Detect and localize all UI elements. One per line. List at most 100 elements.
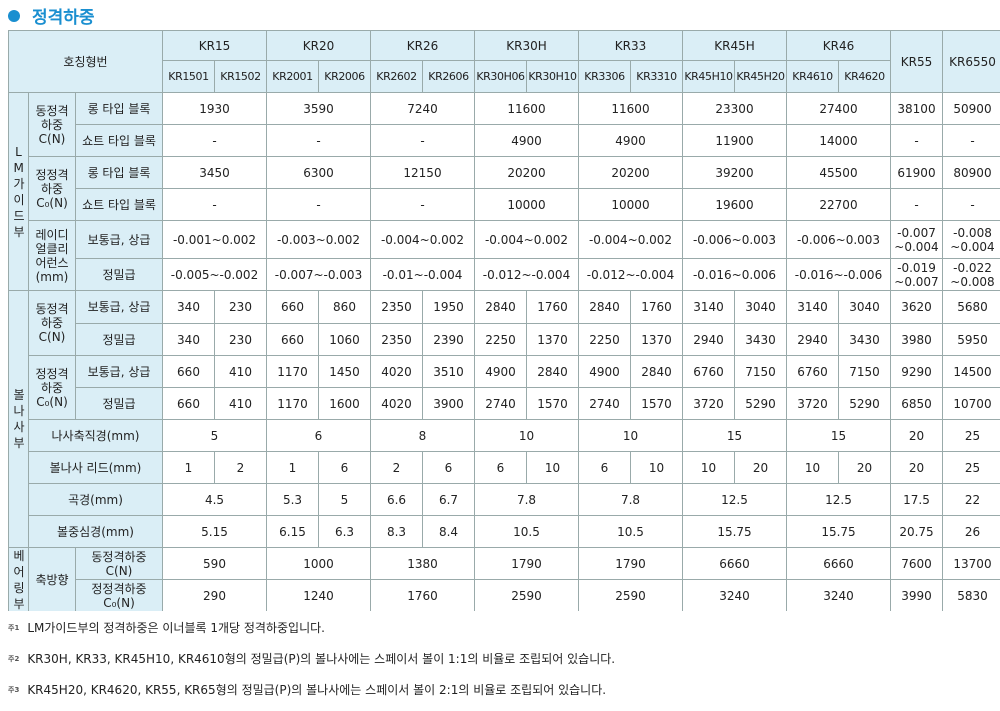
row-label-text: 나사축직경(mm) — [51, 428, 140, 443]
footnote-text: KR30H, KR33, KR45H10, KR4610형의 정밀급(P)의 볼… — [27, 652, 616, 666]
value-cell: 8.4 — [423, 516, 475, 548]
value-cell-text: 1 — [184, 460, 193, 475]
value-cell-text: 15.75 — [821, 524, 856, 539]
group-label: 축방향 — [29, 548, 76, 611]
value-cell: 2 — [215, 452, 267, 484]
value-cell-text: -0.004~0.002 — [380, 232, 465, 247]
value-cell-text: 3720 — [693, 396, 724, 411]
value-cell: 6.15 — [267, 516, 319, 548]
value-cell: 3620 — [891, 291, 943, 324]
value-cell-text: 4900 — [485, 364, 516, 379]
group-label-text: (mm) — [35, 269, 69, 284]
value-cell-text: 20 — [856, 460, 873, 475]
value-cell-text: 660 — [281, 332, 304, 347]
value-cell-text: 3240 — [823, 588, 854, 603]
value-cell-text: - — [914, 133, 919, 148]
value-cell-text: - — [420, 133, 425, 148]
value-cell-text: 3990 — [901, 588, 932, 603]
value-cell: 1060 — [319, 324, 371, 356]
value-cell-text: 26 — [964, 524, 981, 539]
value-cell-text: 2250 — [485, 332, 516, 347]
row-label-text: 볼나사 리드(mm) — [49, 460, 142, 475]
value-cell-text: -0.019 — [897, 260, 936, 275]
value-cell: 660 — [163, 356, 215, 388]
value-cell-text: -0.007 — [897, 225, 936, 240]
value-cell: 660 — [163, 388, 215, 420]
value-cell-text: 8 — [418, 428, 427, 443]
value-cell: 10 — [527, 452, 579, 484]
value-cell-text: 860 — [333, 300, 356, 314]
value-cell: 20200 — [475, 157, 579, 189]
value-cell-text: 3040 — [849, 300, 880, 314]
value-cell: 39200 — [683, 157, 787, 189]
value-cell-text: 22 — [964, 492, 981, 507]
value-cell: -0.001~0.002 — [163, 221, 267, 259]
value-cell: 20 — [891, 420, 943, 452]
value-cell: - — [371, 125, 475, 157]
value-cell: 1 — [163, 452, 215, 484]
value-cell-text: 230 — [229, 300, 252, 314]
value-cell-text: 660 — [177, 396, 200, 411]
value-cell-text: 5 — [340, 492, 349, 507]
value-cell-text: 290 — [203, 588, 226, 603]
value-cell: 1950 — [423, 291, 475, 324]
value-cell: 6.7 — [423, 484, 475, 516]
value-cell: 660 — [267, 291, 319, 324]
value-cell-text: 3140 — [797, 300, 828, 314]
value-cell-text: 8.3 — [386, 524, 407, 539]
value-cell-text: 14500 — [953, 364, 992, 379]
value-cell-text: 5 — [210, 428, 219, 443]
value-cell-text: 10.5 — [617, 524, 644, 539]
model-header: KR26 — [371, 31, 475, 61]
submodel-header-text: KR30H06 — [476, 69, 525, 83]
submodel-header-text: KR30H10 — [528, 69, 577, 83]
value-cell: 19600 — [683, 189, 787, 221]
value-cell: 2840 — [527, 356, 579, 388]
value-cell: 860 — [319, 291, 371, 324]
value-cell-text: -0.012~-0.004 — [482, 267, 571, 282]
value-cell: 6760 — [683, 356, 735, 388]
value-cell: 230 — [215, 291, 267, 324]
value-cell-text: 9290 — [901, 364, 932, 379]
value-cell-text: - — [970, 133, 975, 148]
value-cell: 2350 — [371, 324, 423, 356]
value-cell-text: 2840 — [589, 300, 620, 314]
value-cell: 3240 — [787, 580, 891, 611]
value-cell: 1170 — [267, 356, 319, 388]
value-cell: 6850 — [891, 388, 943, 420]
value-cell: 20.75 — [891, 516, 943, 548]
value-cell: 10000 — [579, 189, 683, 221]
value-cell-text: 1790 — [615, 556, 646, 571]
value-cell-text: 4.5 — [204, 492, 225, 507]
value-cell-text: 340 — [177, 332, 200, 347]
value-cell-text: 3510 — [433, 364, 464, 379]
value-cell: 3430 — [839, 324, 891, 356]
footnote: 주1 LM가이드부의 정격하중은 이너블록 1개당 정격하중입니다. — [8, 619, 325, 636]
value-cell: 3510 — [423, 356, 475, 388]
value-cell: 6 — [423, 452, 475, 484]
submodel-header: KR2606 — [423, 61, 475, 93]
footnote-mark: 주1 — [8, 623, 20, 632]
submodel-header-text: KR1502 — [220, 69, 261, 83]
submodel-header: KR2006 — [319, 61, 371, 93]
footnote: 주2 KR30H, KR33, KR45H10, KR4610형의 정밀급(P)의… — [8, 650, 615, 667]
model-header-text: KR26 — [406, 38, 439, 53]
row-label: 쇼트 타입 블록 — [76, 189, 163, 221]
value-cell-text: -0.01~-0.004 — [382, 267, 463, 282]
value-cell: 8.3 — [371, 516, 423, 548]
row-label-text: 롱 타입 블록 — [87, 101, 151, 116]
value-cell-text: 1370 — [641, 332, 672, 347]
value-cell: 12150 — [371, 157, 475, 189]
value-cell-text: 3140 — [693, 300, 724, 314]
value-cell-text: 6 — [496, 460, 505, 475]
value-cell: -0.012~-0.004 — [475, 259, 579, 291]
value-cell-text: 1790 — [511, 556, 542, 571]
submodel-header: KR45H10 — [683, 61, 735, 93]
row-label: 나사축직경(mm) — [29, 420, 163, 452]
row-label-text: 정밀급 — [102, 267, 136, 282]
value-cell-text: - — [212, 133, 217, 148]
submodel-header: KR1501 — [163, 61, 215, 93]
value-cell-text: 12150 — [403, 165, 442, 180]
bullet — [8, 9, 20, 22]
